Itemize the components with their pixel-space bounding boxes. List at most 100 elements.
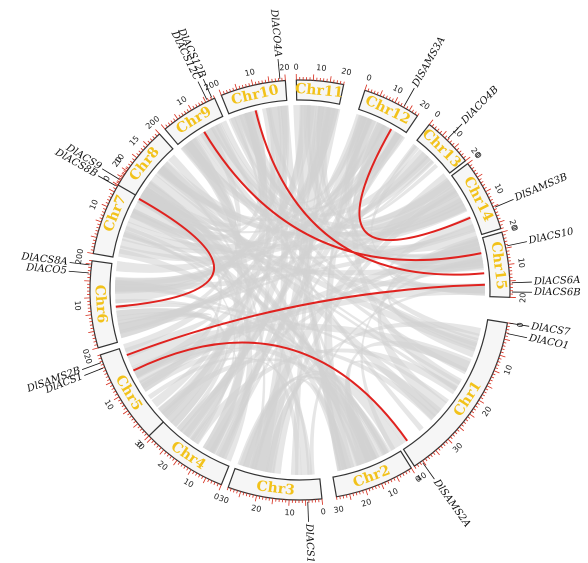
tick-mark <box>463 421 467 425</box>
tick-mark <box>127 412 131 416</box>
chromosome-block-chr13 <box>416 123 467 174</box>
tick-mark <box>504 335 508 337</box>
tick-mark <box>141 430 145 434</box>
background-link <box>118 156 434 262</box>
tick-mark <box>120 174 124 177</box>
tick-mark <box>262 496 264 500</box>
tick-mark <box>144 435 150 441</box>
tick-mark <box>184 110 187 114</box>
tick-mark <box>85 314 92 316</box>
tick-mark <box>251 79 254 86</box>
tick-mark <box>201 100 204 105</box>
tick-mark <box>137 425 141 429</box>
tick-mark <box>439 130 443 134</box>
tick-label: 0 <box>414 474 423 484</box>
tick-mark <box>452 434 455 437</box>
background-link <box>139 259 484 390</box>
tick-mark <box>474 405 478 408</box>
tick-mark <box>121 167 128 172</box>
background-links <box>115 105 485 476</box>
chromosome-label: Chr6 <box>91 284 110 323</box>
tick-mark <box>376 91 379 95</box>
tick-mark <box>382 94 385 98</box>
tick-mark <box>506 253 511 256</box>
tick-mark <box>417 113 420 117</box>
tick-mark <box>248 83 250 87</box>
tick-label: 0 <box>293 62 298 71</box>
tick-mark <box>149 138 153 142</box>
tick-label: 20 <box>507 219 519 231</box>
gene-marker <box>422 462 435 480</box>
tick-label: 0 <box>433 109 443 119</box>
tick-mark <box>131 153 138 159</box>
tick-mark <box>92 337 96 340</box>
tick-mark <box>394 97 399 103</box>
tick-mark <box>406 106 409 110</box>
tick-mark <box>505 332 509 334</box>
background-link <box>344 340 471 465</box>
tick-label: 20 <box>82 353 94 365</box>
tick-mark <box>177 461 181 465</box>
tick-mark <box>500 227 504 229</box>
background-link <box>265 376 382 474</box>
tick-mark <box>489 199 493 202</box>
tick-mark <box>103 369 107 372</box>
tick-mark <box>128 163 131 166</box>
tick-mark <box>454 143 460 148</box>
tick-mark <box>364 84 368 91</box>
gene-marker <box>84 367 104 376</box>
gene-marker <box>404 87 415 106</box>
gene-marker <box>494 198 514 208</box>
tick-mark <box>488 195 492 199</box>
tick-mark <box>451 142 455 146</box>
highlight-link <box>254 110 485 276</box>
tick-mark <box>497 217 501 220</box>
tick-mark <box>242 492 245 496</box>
tick-mark <box>87 252 94 254</box>
tick-mark <box>432 452 436 455</box>
tick-mark <box>114 393 118 396</box>
tick-mark <box>112 181 119 186</box>
background-link <box>162 137 243 424</box>
tick-mark <box>496 214 500 217</box>
tick-mark <box>108 188 115 193</box>
tick-mark <box>390 479 393 483</box>
tick-mark <box>109 193 114 196</box>
tick-mark <box>186 467 189 471</box>
tick-label: 20 <box>156 459 170 472</box>
gene-label: DlACS12A <box>303 523 316 563</box>
gene-marker <box>202 78 212 98</box>
tick-mark <box>469 413 475 418</box>
tick-mark <box>491 376 495 379</box>
background-link <box>132 284 485 378</box>
tick-mark <box>458 150 462 154</box>
tick-mark <box>411 109 414 113</box>
tick-mark <box>504 240 508 243</box>
tick-label: 20 <box>340 66 352 77</box>
tick-mark <box>132 158 135 161</box>
tick-label: 0 <box>135 440 145 450</box>
tick-mark <box>202 477 207 484</box>
tick-mark <box>195 104 198 108</box>
tick-mark <box>329 76 332 83</box>
chromosome-block-chr12 <box>357 89 419 134</box>
tick-mark <box>352 493 355 497</box>
tick-mark <box>156 445 159 448</box>
tick-mark <box>336 80 338 84</box>
tick-mark <box>442 443 446 447</box>
tick-mark <box>229 88 231 92</box>
gene-marker <box>507 333 528 339</box>
tick-mark <box>107 378 111 381</box>
background-link <box>254 105 331 473</box>
tick-mark <box>408 469 411 473</box>
tick-mark <box>492 203 499 208</box>
tick-mark <box>90 327 94 330</box>
tick-label: 10 <box>175 94 188 107</box>
tick-mark <box>117 174 123 179</box>
tick-mark <box>362 490 364 494</box>
background-link <box>344 114 484 272</box>
tick-mark <box>131 418 135 421</box>
tick-mark <box>147 140 151 144</box>
tick-mark <box>430 454 433 458</box>
background-link <box>230 114 459 229</box>
